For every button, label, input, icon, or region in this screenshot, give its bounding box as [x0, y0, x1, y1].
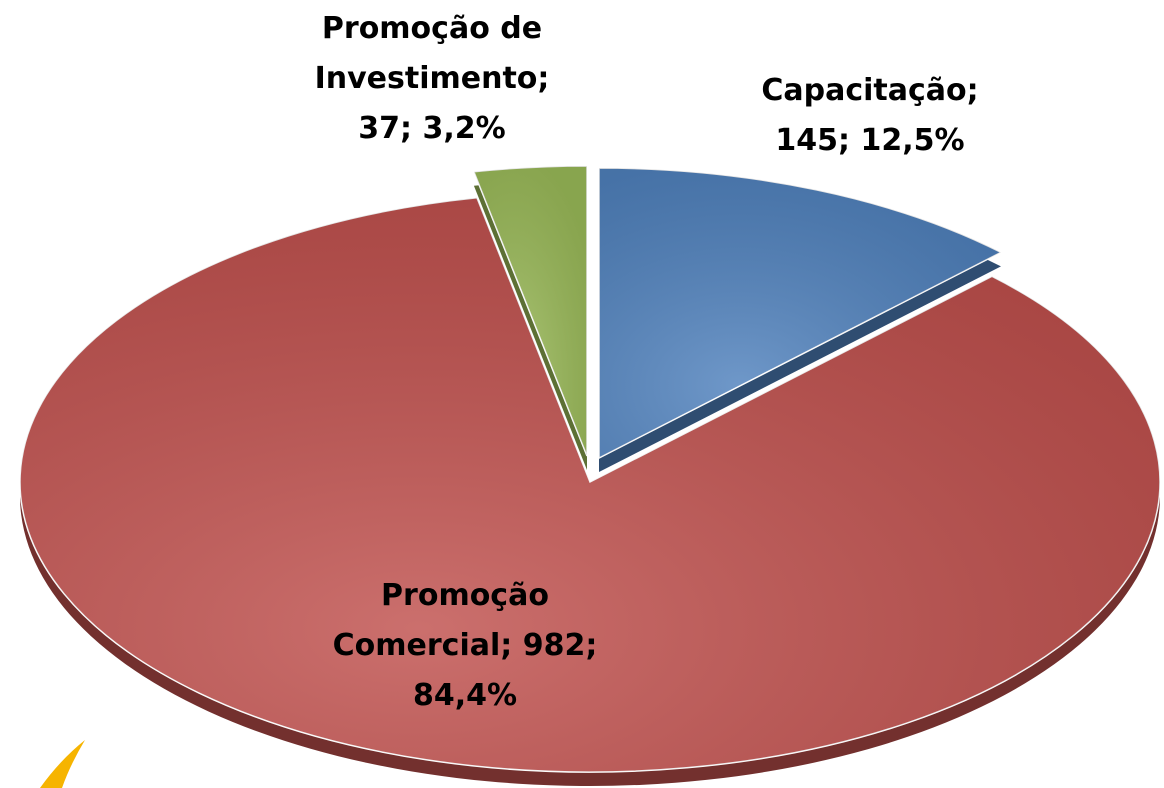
data-label: Capacitação; 145; 12,5%	[761, 73, 978, 158]
decoration	[40, 740, 85, 788]
data-label-line: 37; 3,2%	[358, 111, 505, 146]
data-label-line: Promoção de	[322, 11, 542, 46]
slice-shade	[599, 168, 1001, 458]
data-label-line: Capacitação;	[761, 73, 978, 108]
data-label-line: Promoção	[381, 578, 549, 613]
data-label-line: Comercial; 982;	[333, 628, 598, 663]
data-label-line: 145; 12,5%	[775, 123, 964, 158]
data-label: Promoção de Investimento; 37; 3,2%	[315, 11, 550, 146]
labels: Capacitação; 145; 12,5% Promoção Comercial;…	[315, 11, 979, 713]
data-label-line: Investimento;	[315, 61, 550, 96]
slice-shade	[20, 197, 1161, 772]
data-label: Promoção Comercial; 982; 84,4%	[333, 578, 598, 713]
pie	[19, 165, 1161, 786]
slice-shade	[473, 166, 587, 456]
data-label-line: 84,4%	[413, 678, 517, 713]
